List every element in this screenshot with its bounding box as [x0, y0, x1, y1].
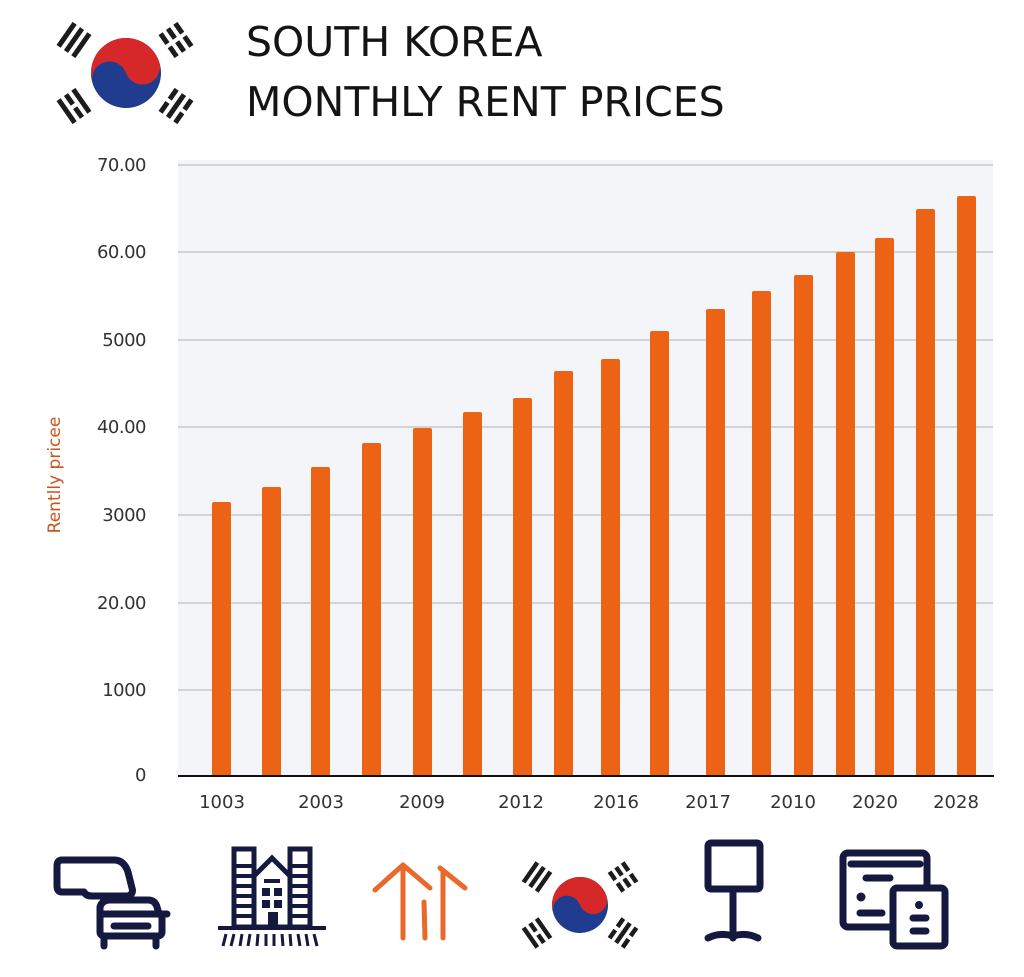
bar — [706, 309, 725, 776]
bar — [916, 209, 935, 776]
y-tick-label: 0 — [135, 765, 146, 786]
y-tick-label: 1000 — [102, 680, 146, 701]
gridline-40 — [178, 426, 993, 428]
x-axis-line — [178, 775, 994, 777]
chart-title-line-1: SOUTH KOREA — [246, 18, 543, 66]
gridline-30 — [178, 514, 993, 516]
gridline-10 — [178, 689, 993, 691]
bar — [601, 359, 620, 776]
rising-arrows-icon — [372, 862, 468, 941]
apartment-building-icon — [218, 846, 326, 947]
chart-title-line-2: MONTHLY RENT PRICES — [246, 78, 725, 126]
listing-documents-icon — [839, 849, 949, 950]
bar — [875, 238, 894, 776]
south-korea-flag-icon — [56, 21, 194, 125]
signboard-stand-icon — [704, 839, 764, 942]
y-tick-label: 60.00 — [96, 242, 147, 263]
x-tick-label: 2012 — [498, 792, 544, 813]
y-tick-label: 5000 — [102, 330, 146, 351]
gridline-70 — [178, 164, 993, 166]
x-tick-label: 1003 — [199, 792, 245, 813]
x-tick-label: 2016 — [593, 792, 639, 813]
bar — [513, 398, 532, 776]
bar — [836, 252, 855, 776]
bar — [752, 291, 771, 776]
bar — [212, 502, 231, 776]
x-tick-label: 2020 — [852, 792, 898, 813]
y-axis-label: Rentlly pricee — [45, 416, 65, 534]
bar — [554, 371, 573, 776]
car-icon — [53, 856, 171, 950]
south-korea-flag-icon — [521, 861, 639, 949]
x-tick-label: 2028 — [933, 792, 979, 813]
y-tick-label: 3000 — [102, 505, 146, 526]
bar — [957, 196, 976, 776]
x-tick-label: 2009 — [399, 792, 445, 813]
bar — [463, 412, 482, 776]
bar — [362, 443, 381, 776]
x-tick-label: 2003 — [298, 792, 344, 813]
y-tick-label: 40.00 — [96, 417, 147, 438]
y-tick-label: 70.00 — [96, 155, 147, 176]
gridline-50 — [178, 339, 993, 341]
y-tick-label: 20.00 — [96, 593, 147, 614]
bar — [650, 331, 669, 776]
bar — [262, 487, 281, 776]
bar — [794, 275, 813, 776]
bar — [413, 428, 432, 776]
bar — [311, 467, 330, 776]
x-tick-label: 2017 — [685, 792, 731, 813]
gridline-20 — [178, 602, 993, 604]
x-tick-label: 2010 — [770, 792, 816, 813]
gridline-60 — [178, 251, 993, 253]
